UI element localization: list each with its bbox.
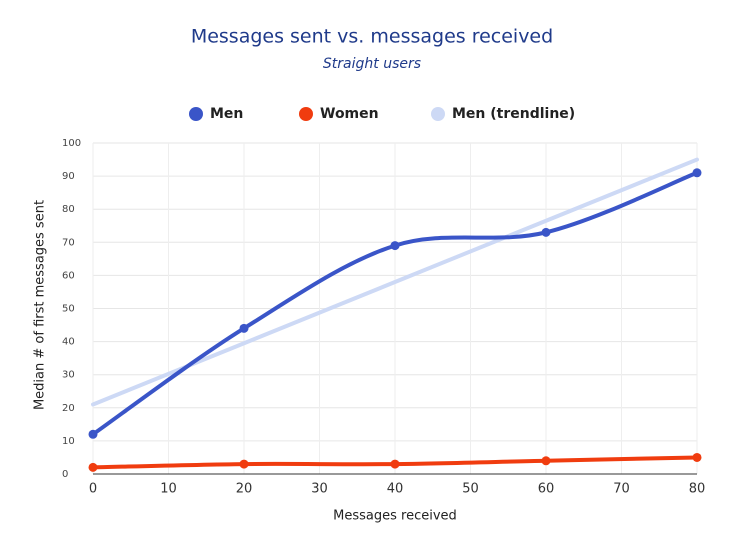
x-tick-label: 10	[160, 482, 177, 497]
data-point	[239, 459, 249, 469]
data-point	[692, 452, 702, 462]
y-tick-label: 20	[62, 403, 75, 414]
legend-marker	[299, 107, 313, 121]
y-tick-label: 40	[62, 337, 75, 348]
legend-marker	[431, 107, 445, 121]
legend: Men Women Men (trendline)	[189, 106, 575, 122]
chart-title: Messages sent vs. messages received	[191, 26, 553, 48]
grid: 0 10 20 30 40 50 60 70 80 90 100 0 10 20 30 40 50 60 70 80	[62, 138, 705, 497]
x-tick-label: 60	[538, 482, 555, 497]
y-tick-label: 100	[62, 138, 81, 149]
x-tick-label: 20	[236, 482, 253, 497]
y-tick-label: 70	[62, 237, 75, 248]
y-tick-label: 80	[62, 204, 75, 215]
x-tick-label: 80	[689, 482, 706, 497]
data-point	[390, 459, 400, 469]
data-point	[541, 456, 551, 466]
y-tick-label: 0	[62, 469, 68, 480]
x-tick-label: 70	[613, 482, 630, 497]
plot-area	[88, 157, 702, 472]
legend-label: Women	[320, 106, 379, 122]
x-tick-label: 0	[89, 482, 97, 497]
y-tick-label: 90	[62, 171, 75, 182]
legend-marker	[189, 107, 203, 121]
data-point	[88, 462, 98, 472]
y-tick-label: 10	[62, 436, 75, 447]
y-tick-label: 30	[62, 370, 75, 381]
legend-label: Men	[210, 106, 243, 122]
y-axis-label: Median # of first messages sent	[33, 200, 48, 410]
x-tick-label: 50	[462, 482, 479, 497]
y-tick-label: 60	[62, 270, 75, 281]
data-point	[692, 168, 702, 178]
data-point	[239, 323, 249, 333]
series-line	[91, 157, 699, 407]
data-point	[88, 429, 98, 439]
x-tick-label: 30	[311, 482, 328, 497]
x-tick-label: 40	[387, 482, 404, 497]
data-point	[390, 241, 400, 251]
legend-label: Men (trendline)	[452, 106, 575, 122]
y-tick-label: 50	[62, 304, 75, 315]
chart-subtitle: Straight users	[323, 56, 421, 72]
data-point	[541, 227, 551, 237]
x-axis-label: Messages received	[333, 509, 457, 524]
